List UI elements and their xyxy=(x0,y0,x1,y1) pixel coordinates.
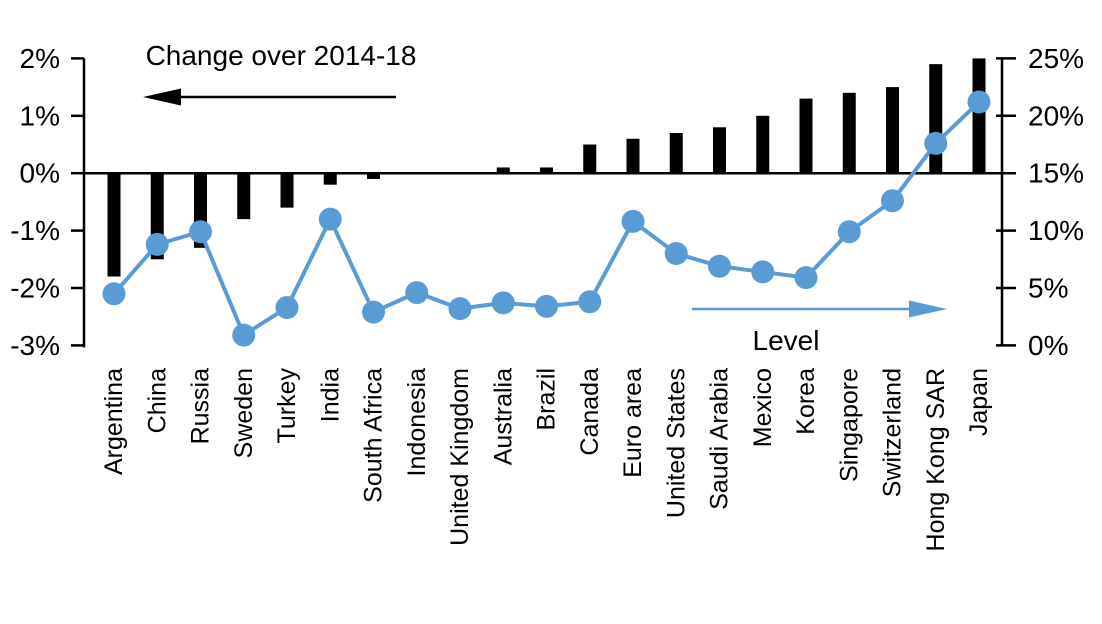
category-label-singapore: Singapore xyxy=(835,368,863,482)
level-point-indonesia xyxy=(405,281,429,305)
level-point-saudi-arabia xyxy=(708,254,731,278)
left-arrow-head xyxy=(143,88,181,106)
category-label-sweden: Sweden xyxy=(230,368,258,458)
right-axis-tick-label: 20% xyxy=(1028,100,1084,131)
level-point-united-states xyxy=(664,242,688,266)
level-point-australia xyxy=(491,291,515,315)
left-axis-tick-label: 1% xyxy=(20,100,60,131)
level-point-argentina xyxy=(102,282,126,306)
bar-japan xyxy=(972,58,986,174)
level-point-canada xyxy=(578,290,602,314)
category-label-canada: Canada xyxy=(576,368,604,456)
category-label-switzerland: Switzerland xyxy=(879,368,907,497)
bar-korea xyxy=(799,98,813,174)
category-label-japan: Japan xyxy=(965,368,993,436)
bar-india xyxy=(323,173,337,185)
category-label-saudi-arabia: Saudi Arabia xyxy=(706,368,734,510)
category-label-australia: Australia xyxy=(489,368,517,465)
level-point-hong-kong-sar xyxy=(924,131,948,155)
right-arrow-head xyxy=(909,300,947,318)
right-axis-tick-label: 15% xyxy=(1028,158,1084,189)
level-point-sweden xyxy=(232,323,256,347)
left-axis-tick-label: -3% xyxy=(10,330,60,361)
bar-sweden xyxy=(237,173,251,220)
left-axis-tick-label: 2% xyxy=(20,43,60,74)
bar-south-africa xyxy=(367,173,380,179)
category-label-united-kingdom: United Kingdom xyxy=(446,368,474,546)
bar-saudi-arabia xyxy=(713,127,726,174)
level-point-brazil xyxy=(535,294,558,318)
bar-turkey xyxy=(280,173,294,208)
category-label-argentina: Argentina xyxy=(100,368,128,475)
category-label-euro-area: Euro area xyxy=(619,368,647,478)
bar-euro-area xyxy=(626,138,640,174)
left-axis-series-title: Change over 2014-18 xyxy=(146,40,417,71)
level-point-euro-area xyxy=(621,209,645,233)
bar-canada xyxy=(583,144,597,174)
level-point-russia xyxy=(189,220,212,244)
bar-united-states xyxy=(669,133,683,174)
level-point-switzerland xyxy=(881,189,904,213)
level-point-india xyxy=(318,207,342,231)
left-axis-tick-label: 0% xyxy=(20,158,60,189)
level-point-japan xyxy=(967,90,991,114)
level-point-korea xyxy=(794,266,818,290)
bar-argentina xyxy=(107,173,121,277)
bar-hong-kong-sar xyxy=(929,64,943,174)
level-point-south-africa xyxy=(362,300,385,324)
category-label-south-africa: South Africa xyxy=(360,368,388,503)
level-point-mexico xyxy=(751,260,775,284)
category-label-turkey: Turkey xyxy=(273,368,301,444)
level-point-united-kingdom xyxy=(448,297,472,321)
category-label-china: China xyxy=(143,368,171,433)
right-axis-tick-label: 5% xyxy=(1028,273,1068,304)
bar-mexico xyxy=(756,115,770,174)
level-point-china xyxy=(145,232,169,256)
bar-switzerland xyxy=(886,87,899,174)
category-label-mexico: Mexico xyxy=(749,368,777,447)
bar-australia xyxy=(496,167,510,174)
category-label-russia: Russia xyxy=(187,368,215,445)
category-label-korea: Korea xyxy=(792,368,820,435)
bar-brazil xyxy=(540,167,553,174)
left-axis-tick-label: -2% xyxy=(10,273,60,304)
category-label-indonesia: Indonesia xyxy=(403,368,431,477)
right-axis-series-title: Level xyxy=(753,325,820,356)
right-axis-tick-label: 10% xyxy=(1028,215,1084,246)
right-axis-tick-label: 0% xyxy=(1028,330,1068,361)
bar-singapore xyxy=(842,92,856,174)
category-label-united-states: United States xyxy=(662,368,690,518)
level-point-turkey xyxy=(275,296,299,320)
right-axis-tick-label: 25% xyxy=(1028,43,1084,74)
level-point-singapore xyxy=(837,220,861,244)
category-label-brazil: Brazil xyxy=(533,368,561,431)
category-label-india: India xyxy=(316,368,344,422)
category-label-hong-kong-sar: Hong Kong SAR xyxy=(922,368,950,551)
left-axis-tick-label: -1% xyxy=(10,215,60,246)
